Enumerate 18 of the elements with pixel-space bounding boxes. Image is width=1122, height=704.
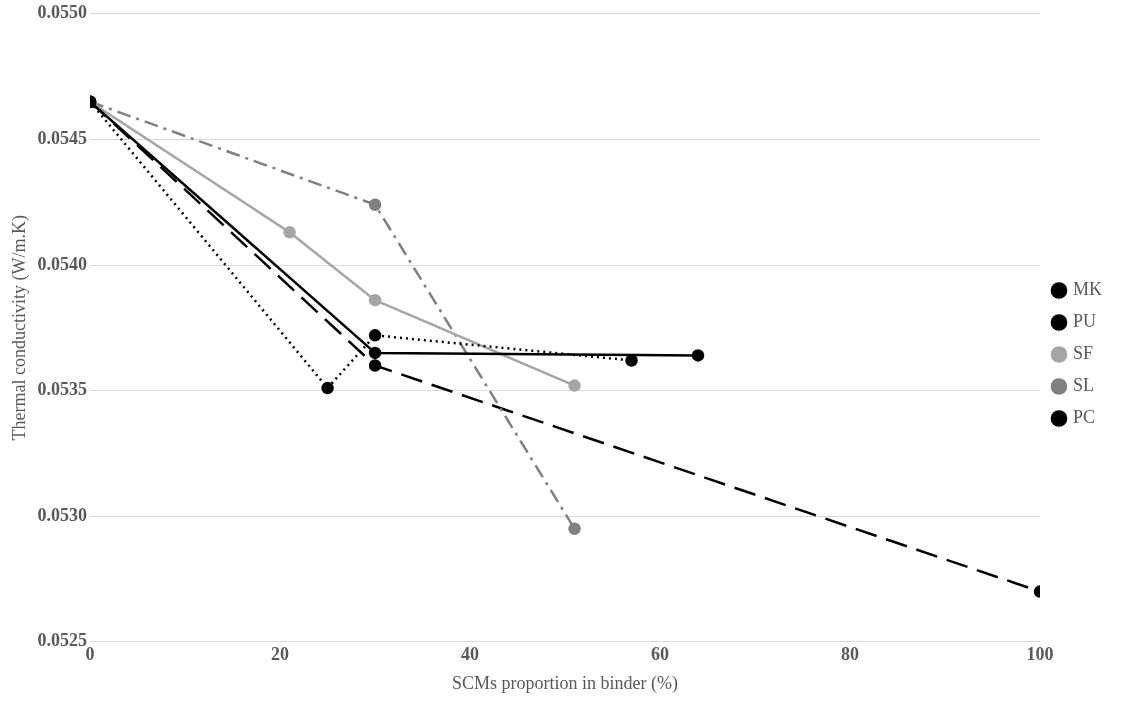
legend-label: SL	[1073, 375, 1095, 396]
y-tick-label: 0.0545	[37, 128, 88, 149]
y-axis-title: Thermal conductivity (W/m.K)	[8, 215, 30, 441]
legend-label: PU	[1073, 311, 1097, 332]
x-tick-label: 20	[271, 644, 290, 665]
x-tick-label: 80	[841, 644, 860, 665]
x-tick-label: 0	[85, 644, 95, 665]
legend-label: SF	[1073, 343, 1094, 364]
legend-label: MK	[1073, 279, 1103, 300]
y-tick-label: 0.0535	[37, 379, 88, 400]
legend-label: PC	[1073, 407, 1096, 428]
x-axis-title: SCMs proportion in binder (%)	[452, 672, 679, 694]
y-tick-label: 0.0530	[37, 504, 88, 525]
x-tick-label: 60	[651, 644, 670, 665]
x-tick-label: 40	[461, 644, 480, 665]
y-tick-label: 0.0540	[37, 253, 88, 274]
y-tick-label: 0.0550	[37, 2, 88, 23]
x-tick-label: 100	[1026, 644, 1054, 665]
